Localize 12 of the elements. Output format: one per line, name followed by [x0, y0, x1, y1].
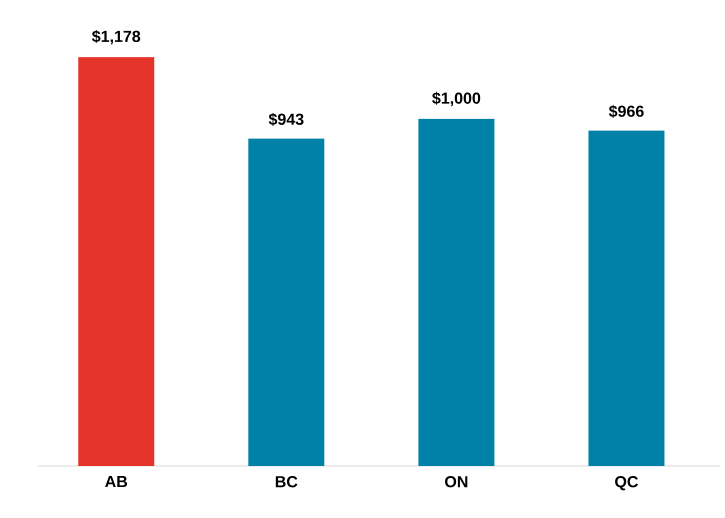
data-label: $1,000 [432, 92, 480, 106]
x-tick-label: AB [105, 476, 128, 488]
x-tick-label: ON [445, 476, 468, 488]
x-tick-label: QC [615, 476, 638, 490]
x-tick-label: BC [276, 476, 298, 488]
bar [78, 57, 154, 466]
bar [418, 118, 494, 466]
data-label: $943 [268, 112, 304, 126]
bar [248, 138, 324, 466]
data-label: $1,178 [92, 30, 140, 44]
bar [588, 130, 664, 466]
data-label: $966 [608, 104, 644, 118]
